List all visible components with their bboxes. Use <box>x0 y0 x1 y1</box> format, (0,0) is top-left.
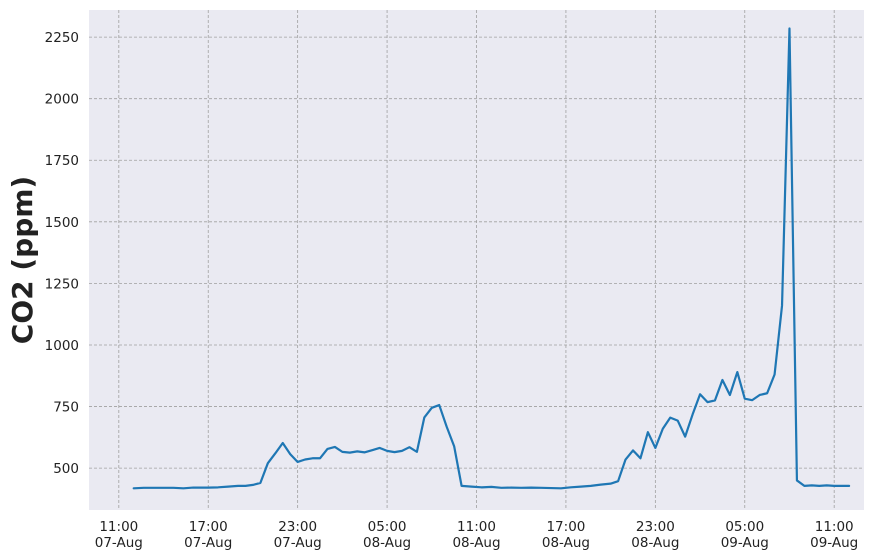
y-tick-label: 500 <box>53 461 79 477</box>
y-axis-label: CO2 (ppm) <box>6 176 39 344</box>
x-tick-date: 07-Aug <box>184 535 232 551</box>
y-tick-label: 2250 <box>45 30 79 46</box>
x-tick-time: 23:00 <box>636 519 675 535</box>
x-tick-label: 17:00 08-Aug <box>542 519 590 551</box>
x-tick-label: 05:00 09-Aug <box>721 519 769 551</box>
x-tick-label: 11:00 08-Aug <box>452 519 500 551</box>
y-tick-label: 1750 <box>45 153 79 169</box>
y-tick-label: 1000 <box>45 338 79 354</box>
x-tick-label: 23:00 08-Aug <box>631 519 679 551</box>
x-tick-time: 11:00 <box>815 519 854 535</box>
y-tick-label: 1500 <box>45 215 79 231</box>
x-tick-time: 11:00 <box>457 519 496 535</box>
x-tick-label: 05:00 08-Aug <box>363 519 411 551</box>
y-tick-label: 750 <box>53 400 79 416</box>
x-tick-date: 07-Aug <box>95 535 143 551</box>
x-tick-date: 08-Aug <box>542 535 590 551</box>
x-tick-date: 08-Aug <box>363 535 411 551</box>
x-tick-time: 17:00 <box>189 519 228 535</box>
x-tick-date: 08-Aug <box>631 535 679 551</box>
x-tick-date: 09-Aug <box>810 535 858 551</box>
x-tick-label: 23:00 07-Aug <box>274 519 322 551</box>
y-axis-ticks: 500 750 1000 1250 1500 1750 2000 2250 <box>45 30 79 477</box>
x-tick-label: 11:00 09-Aug <box>810 519 858 551</box>
x-tick-time: 05:00 <box>725 519 764 535</box>
x-tick-date: 08-Aug <box>452 535 500 551</box>
series-layer <box>132 27 851 490</box>
y-tick-label: 2000 <box>45 92 79 108</box>
grid-lines <box>89 10 864 510</box>
x-tick-time: 11:00 <box>99 519 138 535</box>
series-line-co2 <box>132 27 851 490</box>
y-tick-label: 1250 <box>45 276 79 292</box>
x-tick-time: 23:00 <box>278 519 317 535</box>
x-tick-date: 09-Aug <box>721 535 769 551</box>
x-tick-time: 17:00 <box>546 519 585 535</box>
x-tick-date: 07-Aug <box>274 535 322 551</box>
x-tick-label: 11:00 07-Aug <box>95 519 143 551</box>
x-tick-time: 05:00 <box>368 519 407 535</box>
x-tick-label: 17:00 07-Aug <box>184 519 232 551</box>
